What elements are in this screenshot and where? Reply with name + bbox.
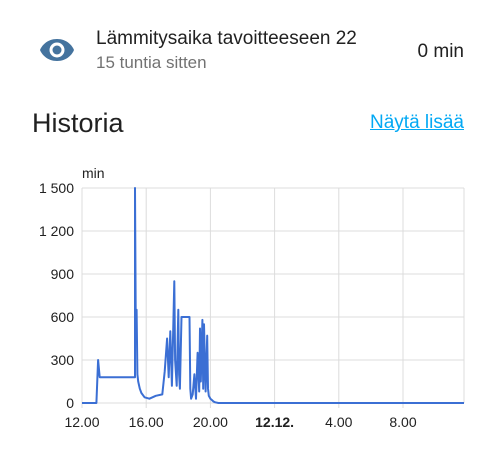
x-tick-label: 12.00	[64, 414, 99, 430]
y-tick-label: 300	[51, 352, 75, 368]
entity-last-changed: 15 tuntia sitten	[96, 53, 207, 72]
x-tick-label: 16.00	[129, 414, 164, 430]
entity-name: Lämmitysaika tavoitteeseen 22	[96, 28, 357, 49]
eye-icon	[40, 36, 74, 64]
y-tick-label: 1 500	[39, 180, 74, 196]
x-tick-label: 20.00	[193, 414, 228, 430]
y-tick-label: 0	[66, 395, 74, 411]
chart-grid	[81, 187, 465, 408]
show-more-link[interactable]: Näytä lisää	[370, 112, 464, 133]
entity-state: 0 min	[417, 41, 464, 62]
y-tick-label: 900	[51, 266, 75, 282]
y-tick-label: 1 200	[39, 223, 74, 239]
chart-series	[82, 187, 464, 404]
y-tick-label: 600	[51, 309, 75, 325]
history-title: Historia	[32, 108, 124, 138]
x-tick-label: 4.00	[325, 414, 352, 430]
x-axis-tick-labels: 12.00 16.00 20.00 12.12. 4.00 8.00	[64, 414, 416, 430]
history-chart[interactable]: min 1 500 1 200 900 600 300 0 12.00 16.00 20.00…	[0, 160, 496, 450]
entity-row[interactable]: Lämmitysaika tavoitteeseen 22 15 tuntia …	[0, 20, 496, 84]
y-axis-unit-label: min	[82, 165, 105, 181]
x-tick-label: 12.12.	[255, 414, 294, 430]
eye-icon-pupil	[52, 45, 62, 55]
series-line	[82, 187, 464, 404]
eye-icon-svg	[40, 39, 74, 61]
x-tick-label: 8.00	[389, 414, 416, 430]
y-axis-tick-labels: 1 500 1 200 900 600 300 0	[39, 180, 74, 411]
